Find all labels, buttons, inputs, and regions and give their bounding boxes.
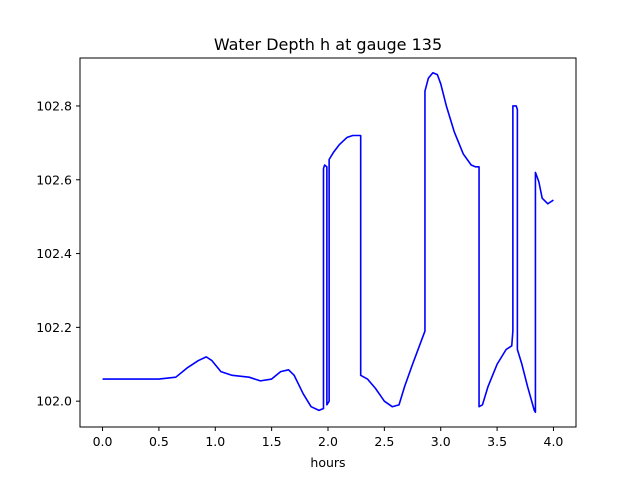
plot-lines [102, 71, 554, 414]
y-tick-label: 102.2 [36, 320, 72, 335]
x-tick-label: 2.5 [374, 434, 394, 449]
x-tick-label: 1.0 [205, 434, 225, 449]
x-tick-label: 4.0 [544, 434, 564, 449]
x-tick-label: 1.5 [262, 434, 282, 449]
x-axis-label: hours [310, 455, 345, 470]
x-tick-label: 3.5 [487, 434, 507, 449]
chart-title: Water Depth h at gauge 135 [214, 35, 442, 54]
plot-frame [79, 57, 577, 428]
y-tick-label: 102.0 [36, 394, 72, 409]
y-axis-ticks: 102.0 102.2 102.4 102.6 102.8 [36, 98, 80, 409]
x-tick-label: 0.0 [93, 434, 113, 449]
x-tick-label: 0.5 [149, 434, 169, 449]
y-tick-label: 102.8 [36, 98, 72, 113]
x-axis-ticks: 0.0 0.5 1.0 1.5 2.0 2.5 3.0 3.5 4.0 [93, 427, 564, 449]
y-tick-label: 102.6 [36, 172, 72, 187]
y-tick-label: 102.4 [36, 246, 72, 261]
x-tick-label: 3.0 [431, 434, 451, 449]
series-line [102, 71, 554, 414]
x-tick-label: 2.0 [318, 434, 338, 449]
